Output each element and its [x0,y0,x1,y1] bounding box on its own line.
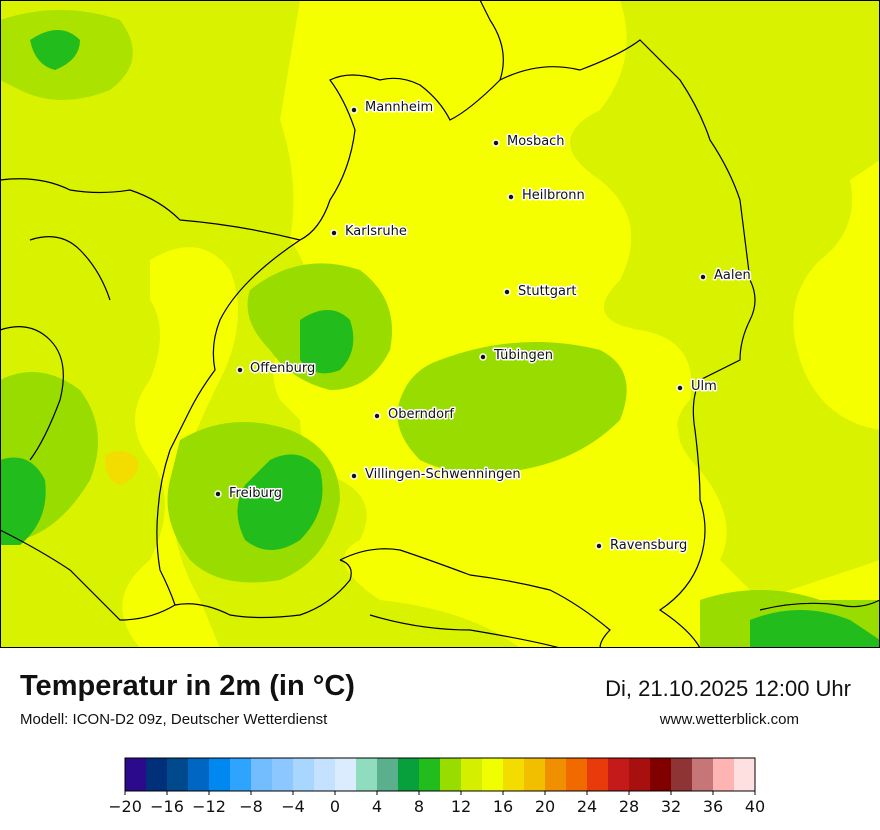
warm-spot [104,451,139,485]
scale-swatch [125,758,147,791]
scale-swatch [734,758,756,791]
svg-text:Heilbronn: Heilbronn [522,188,585,203]
city-ulm: Ulm [676,378,718,396]
city-ravensburg: Ravensburg [595,537,689,555]
city-stuttgart: Stuttgart [503,283,578,301]
temperature-map: Mannheim Mosbach Heilbronn Karlsruhe Aal… [0,0,880,648]
scale-tick-label: −12 [192,797,226,816]
scale-swatches [125,758,756,791]
map-title: Temperatur in 2m (in °C) [20,670,355,702]
scale-swatch [545,758,567,791]
scale-swatch [398,758,420,791]
scale-swatch [587,758,609,791]
scale-swatch [188,758,210,791]
scale-swatch [209,758,231,791]
city-offenburg: Offenburg [236,360,317,378]
scale-swatch [356,758,378,791]
scale-swatch [167,758,189,791]
city-markers: Mannheim Mosbach Heilbronn Karlsruhe Aal… [214,99,752,555]
scale-swatch [377,758,399,791]
scale-tick-label: 12 [451,797,471,816]
scale-swatch [713,758,735,791]
forecast-datetime: Di, 21.10.2025 12:00 Uhr [605,676,851,701]
scale-tick-label: 8 [414,797,424,816]
scale-swatch [440,758,462,791]
scale-swatch [629,758,651,791]
scale-tick-label: 16 [493,797,513,816]
model-info: Modell: ICON-D2 09z, Deutscher Wetterdie… [20,711,328,728]
svg-text:Aalen: Aalen [714,268,751,283]
scale-swatch [692,758,714,791]
color-scale-legend: −20 −16 −12 −8 −4 0 4 8 12 16 20 24 28 32 36 40 [110,757,765,816]
city-karlsruhe: Karlsruhe [330,223,408,241]
scale-swatch [608,758,630,791]
scale-tick-label: 28 [619,797,639,816]
scale-tick-label: 4 [372,797,382,816]
scale-swatch [524,758,546,791]
svg-text:Freiburg: Freiburg [229,486,282,501]
scale-swatch [251,758,273,791]
city-oberndorf: Oberndorf [373,406,456,424]
svg-text:Ravensburg: Ravensburg [610,538,687,553]
city-heilbronn: Heilbronn [507,187,586,205]
svg-text:Stuttgart: Stuttgart [518,284,576,299]
scale-swatch [146,758,168,791]
scale-tick-label: 40 [745,797,765,816]
scale-swatch [482,758,504,791]
scale-tick-label: 24 [577,797,597,816]
scale-swatch [335,758,357,791]
scale-tick-label: 32 [661,797,681,816]
scale-swatch [503,758,525,791]
borders [0,0,880,648]
scale-tick-label: 0 [330,797,340,816]
scale-swatch [671,758,693,791]
scale-tick-label: −4 [281,797,305,816]
scale-swatch [314,758,336,791]
scale-tick-label: 20 [535,797,555,816]
svg-text:Mannheim: Mannheim [365,100,433,115]
city-aalen: Aalen [699,267,752,285]
city-mosbach: Mosbach [492,133,566,151]
svg-text:Karlsruhe: Karlsruhe [345,224,407,239]
scale-swatch [461,758,483,791]
scale-ticks: −20 −16 −12 −8 −4 0 4 8 12 16 20 24 28 32 36 40 [110,791,765,816]
scale-tick-label: −16 [150,797,184,816]
city-mannheim: Mannheim [350,99,435,117]
scale-swatch [650,758,672,791]
scale-swatch [272,758,294,791]
scale-tick-label: −20 [110,797,142,816]
scale-tick-label: 36 [703,797,723,816]
scale-swatch [230,758,252,791]
city-tuebingen: Tübingen [479,347,555,365]
city-freiburg: Freiburg [214,485,284,503]
scale-swatch [419,758,441,791]
svg-text:Oberndorf: Oberndorf [388,407,454,422]
scale-swatch [566,758,588,791]
city-villingen-schwenningen: Villingen-Schwenningen [350,466,522,484]
svg-text:Villingen-Schwenningen: Villingen-Schwenningen [365,467,521,482]
scale-tick-label: −8 [239,797,263,816]
svg-text:Mosbach: Mosbach [507,134,565,149]
dark-green-zones [0,30,880,648]
website-link[interactable]: www.wetterblick.com [659,711,799,728]
svg-text:Tübingen: Tübingen [493,348,553,363]
svg-text:Ulm: Ulm [691,379,717,394]
scale-swatch [293,758,315,791]
svg-text:Offenburg: Offenburg [250,361,315,376]
